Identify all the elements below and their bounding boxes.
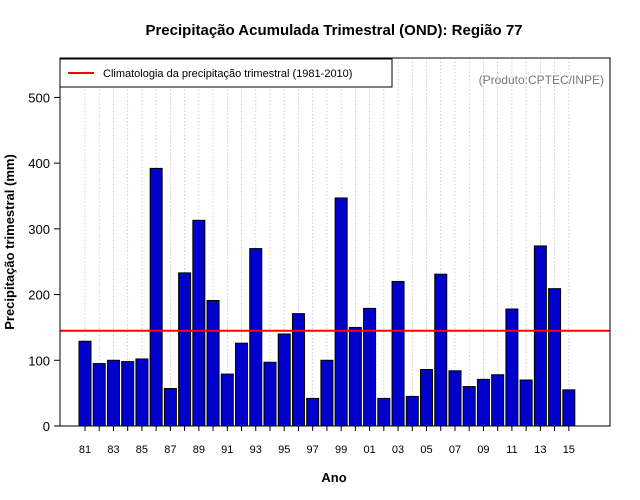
bar-97 [306,397,320,427]
bar-93 [249,248,263,427]
y-tick-label-300: 300 [28,222,50,237]
x-tick-label-97: 97 [307,444,319,456]
x-tick-label-09: 09 [477,444,489,456]
bar-08 [462,386,476,427]
bar-82 [92,363,106,427]
bar-94 [263,361,277,427]
x-tick-label-99: 99 [335,444,347,456]
bar-84 [121,361,135,427]
legend-box [59,58,393,88]
x-axis-label: Ano [321,470,346,485]
bar-90 [206,299,220,427]
bar-06 [434,273,448,427]
bar-01 [363,307,377,427]
x-tick-label-85: 85 [136,444,148,456]
bar-85 [135,358,149,427]
x-tick-label-07: 07 [449,444,461,456]
bar-15 [562,389,576,427]
legend: Climatologia da precipitação trimestral … [59,58,393,88]
bar-81 [78,340,92,427]
x-tick-label-87: 87 [164,444,176,456]
y-tick-label-100: 100 [28,353,50,368]
bar-05 [420,368,434,427]
x-axis: 81 83 85 87 89 91 93 95 97 99 01 03 05 07 09 11 13 15 [79,426,575,456]
x-tick-label-91: 91 [221,444,233,456]
x-tick-label-03: 03 [392,444,404,456]
bar-98 [320,359,334,427]
x-tick-label-01: 01 [363,444,375,456]
bar-92 [235,342,249,427]
x-tick-label-13: 13 [534,444,546,456]
bar-83 [106,359,120,427]
bar-12 [519,379,533,427]
bar-02 [377,397,391,427]
bar-10 [491,374,505,427]
bar-11 [505,308,519,427]
legend-label: Climatologia da precipitação trimestral … [103,68,352,80]
y-tick-label-0: 0 [43,419,50,434]
x-tick-label-05: 05 [420,444,432,456]
bar-09 [476,378,490,427]
x-tick-label-11: 11 [506,444,517,456]
bar-99 [334,197,348,427]
chart-title: Precipitação Acumulada Trimestral (OND):… [145,22,522,39]
bar-87 [163,388,177,427]
x-tick-label-89: 89 [193,444,205,456]
y-tick-label-500: 500 [28,90,50,105]
bar-14 [548,288,562,427]
bar-13 [533,245,547,427]
bar-00 [348,326,362,427]
bar-07 [448,370,462,427]
bar-88 [178,272,192,427]
bar-91 [220,373,234,427]
x-tick-label-81: 81 [79,444,91,456]
bar-86 [149,167,163,427]
plot-frame [59,57,611,427]
bar-03 [391,280,405,427]
y-axis-label: Precipitação trimestral (mm) [2,154,17,330]
x-tick-label-15: 15 [563,444,575,456]
product-credit: (Produto:CPTEC/INPE) [479,73,604,87]
x-tick-label-95: 95 [278,444,290,456]
y-tick-label-200: 200 [28,288,50,303]
y-axis: 0 100 200 300 400 500 [28,90,60,434]
x-tick-label-83: 83 [107,444,119,456]
bar-04 [405,395,419,427]
bar-89 [192,219,206,427]
y-tick-label-400: 400 [28,156,50,171]
bar-95 [277,333,291,427]
x-tick-label-93: 93 [250,444,262,456]
